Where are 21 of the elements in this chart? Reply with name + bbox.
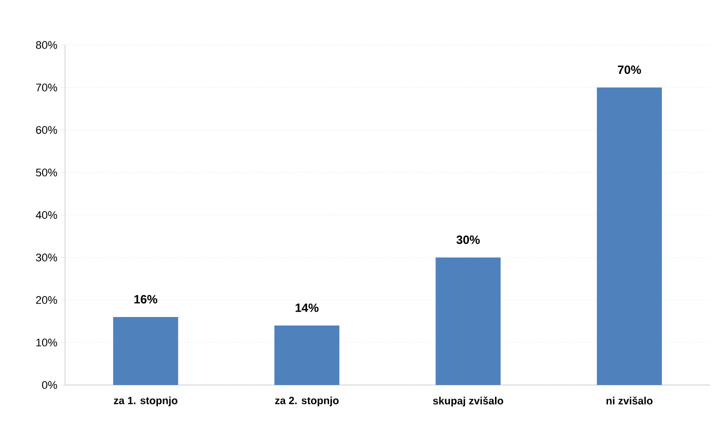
y-tick-label: 70% — [36, 84, 58, 92]
y-tick-label: 10% — [36, 338, 58, 346]
data-label: 16% — [134, 295, 158, 304]
x-tick-label: ni zvišalo — [606, 396, 653, 404]
bar — [596, 88, 662, 385]
y-tick-label: 50% — [36, 168, 58, 176]
y-tick-label: 60% — [36, 126, 58, 134]
bar — [113, 317, 178, 385]
data-label: 14% — [296, 304, 319, 312]
y-tick-label: 40% — [36, 211, 58, 219]
x-tick-label: za 1. stopnjo — [114, 396, 178, 406]
data-label: 30% — [456, 236, 480, 244]
y-tick-label: 20% — [36, 296, 58, 304]
data-label: 70% — [618, 66, 642, 74]
y-tick-label: 30% — [36, 254, 58, 262]
y-tick-label: 80% — [36, 41, 58, 49]
bar — [436, 258, 501, 385]
x-tick-label: skupaj zvišalo — [433, 396, 504, 406]
x-tick-label: za 2. stopnjo — [275, 396, 339, 406]
y-tick-label: 0% — [42, 381, 58, 389]
bar — [274, 326, 340, 385]
